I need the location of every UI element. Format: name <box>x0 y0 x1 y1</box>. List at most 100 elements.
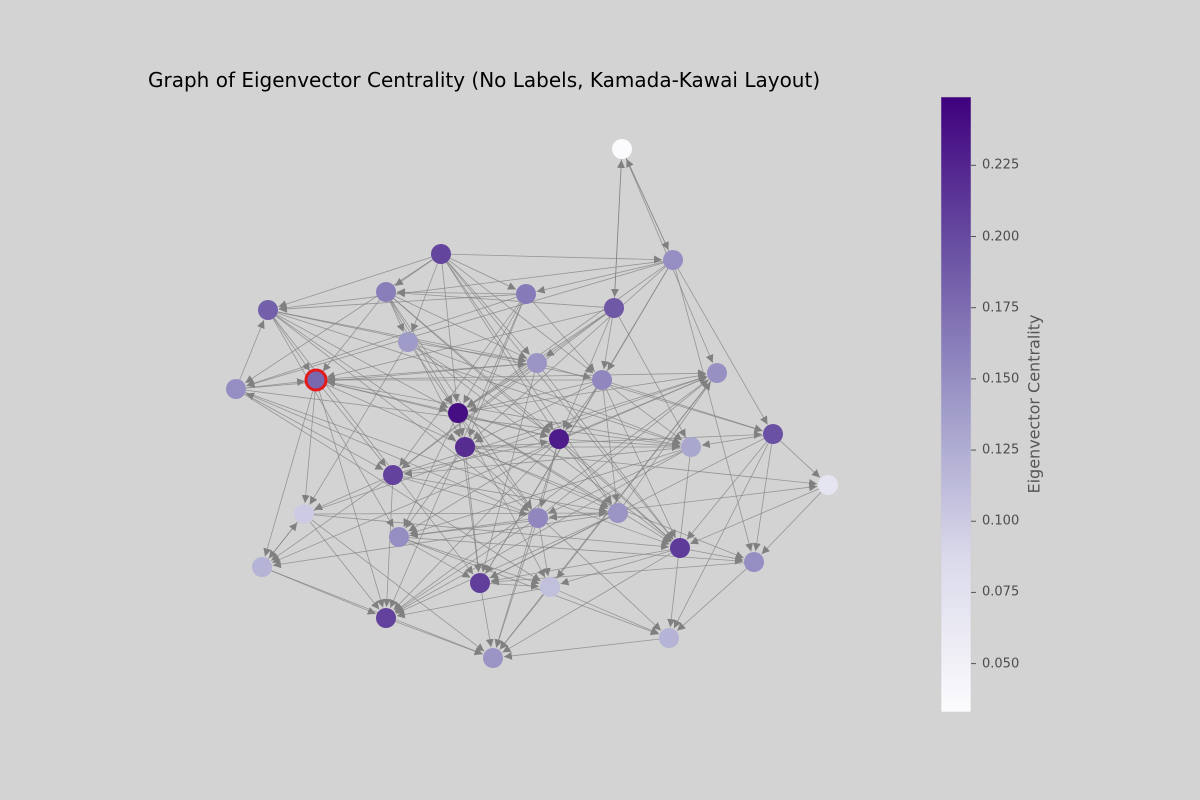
graph-edge <box>409 518 529 539</box>
graph-edge <box>457 422 466 437</box>
graph-edge <box>309 521 380 610</box>
colorbar-tick-label: 0.050 <box>982 656 1020 672</box>
graph-edge <box>503 638 660 660</box>
graph-edge <box>539 527 551 577</box>
graph-edge <box>271 570 376 615</box>
graph-edge <box>409 449 682 536</box>
graph-edge <box>416 347 550 434</box>
graph-edge <box>480 372 535 573</box>
graph-node <box>398 332 418 352</box>
graph-edge <box>278 260 664 312</box>
graph-edge <box>677 268 768 425</box>
nodes-layer <box>226 139 838 668</box>
graph-edge <box>301 389 316 504</box>
graph-edge <box>673 442 769 629</box>
graph-edge <box>752 443 772 552</box>
graph-edge <box>389 303 523 609</box>
graph-edge <box>402 439 549 474</box>
graph-node <box>470 573 490 593</box>
graph-node <box>516 284 536 304</box>
colorbar-tick-label: 0.100 <box>982 513 1020 529</box>
graph-edge <box>408 537 744 565</box>
graph-edge <box>395 516 610 614</box>
graph-edge <box>614 159 626 299</box>
graph-edge <box>396 588 541 619</box>
graph-edge <box>396 288 517 297</box>
graph-edge <box>626 158 670 252</box>
colorbar-label: Eigenvector Centrality <box>1024 314 1044 494</box>
graph-edge <box>325 381 549 439</box>
colorbar-tick-label: 0.225 <box>982 157 1020 173</box>
graph-node <box>226 379 246 399</box>
colorbar-tick-label: 0.075 <box>982 584 1020 600</box>
graph-edge <box>686 441 767 540</box>
graph-edge <box>313 478 385 511</box>
graph-edge <box>272 318 394 528</box>
graph-edge <box>402 374 707 473</box>
graph-edge <box>602 389 620 503</box>
graph-node <box>549 429 569 449</box>
graph-edge <box>448 259 594 374</box>
graph-edge <box>326 363 528 383</box>
graph-edge <box>382 484 393 608</box>
graph-edge <box>568 439 681 450</box>
graph-edge <box>245 360 527 389</box>
graph-edge <box>245 378 306 389</box>
graph-node <box>483 648 503 668</box>
graph-node <box>294 504 314 524</box>
graph-edge <box>605 388 676 539</box>
graph-edge <box>566 445 673 541</box>
graph-edge <box>275 315 457 442</box>
graph-edge <box>560 550 671 586</box>
graph-edge <box>446 262 554 430</box>
graph-edge <box>393 298 551 433</box>
graph-edge <box>546 365 763 433</box>
graph-edge <box>547 450 683 514</box>
graph-edge <box>326 309 605 380</box>
graph-edge <box>462 421 546 578</box>
graph-edge <box>263 389 314 557</box>
graph-edge <box>701 435 764 448</box>
graph-edge <box>545 313 607 357</box>
graph-edge <box>474 430 763 447</box>
graph-edge <box>467 371 707 412</box>
graph-edge <box>245 391 670 546</box>
graph-edge <box>394 259 434 287</box>
graph-edge <box>417 345 681 445</box>
graph-node-highlighted <box>304 368 328 392</box>
graph-node <box>608 503 628 523</box>
graph-edge <box>539 448 557 508</box>
graph-node <box>612 139 632 159</box>
graph-node <box>527 353 547 373</box>
graph-edge <box>689 488 819 545</box>
graph-edge <box>447 261 531 356</box>
graph-node <box>252 557 272 577</box>
graph-node <box>383 465 403 485</box>
graph-edge <box>761 491 822 555</box>
graph-edge <box>618 316 687 438</box>
colorbar-gradient <box>940 96 972 713</box>
graph-edge <box>396 289 605 308</box>
colorbar <box>940 96 976 713</box>
graph-edge <box>402 477 528 517</box>
graph-edge <box>468 303 523 437</box>
graph-edge <box>399 301 521 467</box>
graph-node <box>763 424 783 444</box>
graph-edge <box>601 317 613 370</box>
graph-edge <box>446 262 613 505</box>
graph-edge <box>463 302 522 404</box>
graph-edge <box>489 581 540 590</box>
graph-edge <box>246 296 517 387</box>
graph-edge <box>481 592 494 648</box>
graph-edge <box>322 299 381 372</box>
graph-edge <box>494 448 557 648</box>
graph-edge <box>675 269 753 552</box>
graph-edge <box>276 314 449 409</box>
graph-edge <box>545 379 709 513</box>
graph-edge <box>611 382 763 433</box>
graph-node <box>744 552 764 572</box>
graph-edge <box>271 570 483 655</box>
graph-edge <box>568 376 708 436</box>
graph-edge <box>408 540 659 636</box>
